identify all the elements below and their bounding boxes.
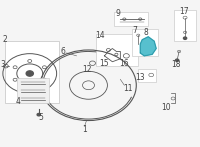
Text: 11: 11 — [124, 84, 133, 93]
Text: 4: 4 — [15, 97, 20, 106]
Text: 5: 5 — [38, 113, 43, 122]
Polygon shape — [140, 37, 156, 56]
Text: 16: 16 — [120, 59, 129, 68]
Circle shape — [176, 59, 179, 61]
FancyBboxPatch shape — [5, 41, 59, 103]
FancyBboxPatch shape — [114, 12, 148, 26]
Text: 8: 8 — [144, 28, 149, 37]
Text: 14: 14 — [96, 31, 105, 40]
Text: 12: 12 — [82, 65, 91, 74]
FancyBboxPatch shape — [17, 78, 49, 103]
FancyBboxPatch shape — [96, 34, 138, 66]
Circle shape — [26, 71, 33, 76]
FancyBboxPatch shape — [132, 29, 158, 56]
Circle shape — [37, 113, 40, 116]
Text: 7: 7 — [132, 26, 137, 35]
Text: 10: 10 — [161, 103, 171, 112]
FancyBboxPatch shape — [138, 69, 156, 82]
Text: 13: 13 — [135, 73, 145, 82]
Text: 18: 18 — [171, 60, 181, 69]
Text: 15: 15 — [100, 59, 109, 68]
Text: 3: 3 — [0, 60, 5, 69]
Circle shape — [183, 37, 187, 39]
Text: 2: 2 — [2, 35, 7, 44]
Text: 17: 17 — [179, 7, 189, 16]
Text: 9: 9 — [116, 9, 121, 18]
FancyBboxPatch shape — [174, 10, 196, 41]
Text: 1: 1 — [82, 125, 87, 134]
Text: 6: 6 — [60, 47, 65, 56]
